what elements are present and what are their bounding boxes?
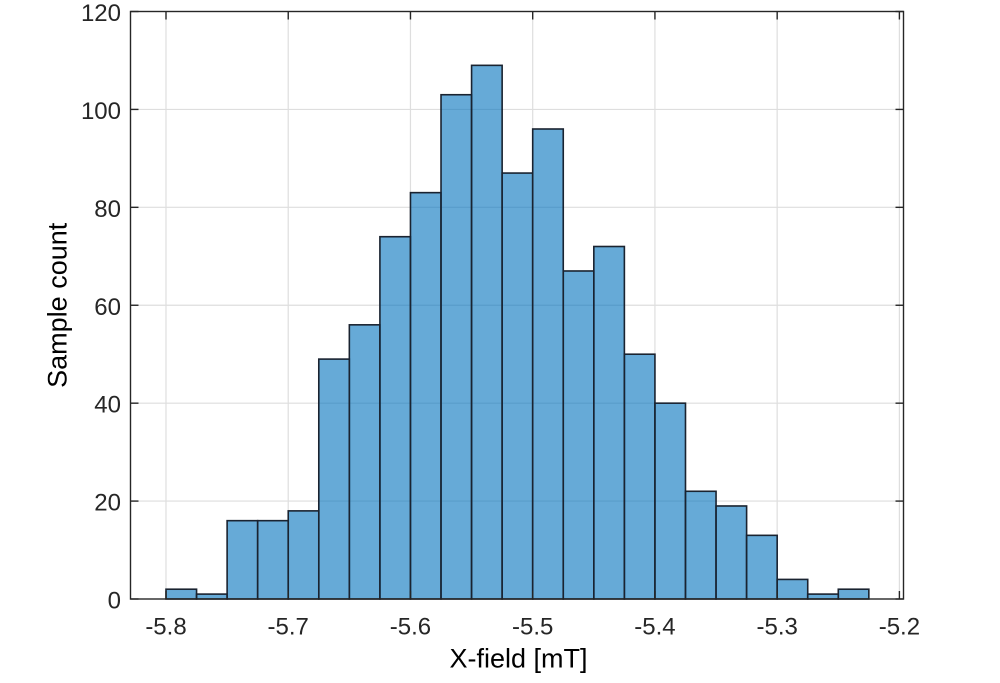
svg-text:60: 60: [94, 294, 121, 321]
svg-text:0: 0: [108, 588, 121, 615]
svg-text:-5.4: -5.4: [634, 614, 675, 641]
svg-text:-5.8: -5.8: [145, 614, 186, 641]
svg-text:-5.7: -5.7: [268, 614, 309, 641]
svg-text:100: 100: [81, 98, 121, 125]
svg-text:-5.2: -5.2: [879, 614, 920, 641]
svg-text:-5.3: -5.3: [756, 614, 797, 641]
svg-text:80: 80: [94, 196, 121, 223]
svg-text:40: 40: [94, 392, 121, 419]
svg-text:-5.6: -5.6: [390, 614, 431, 641]
svg-text:Sample count: Sample count: [43, 222, 73, 388]
svg-text:-5.5: -5.5: [512, 614, 553, 641]
svg-text:120: 120: [81, 0, 121, 27]
svg-text:20: 20: [94, 490, 121, 517]
svg-text:X-field [mT]: X-field [mT]: [449, 644, 587, 674]
